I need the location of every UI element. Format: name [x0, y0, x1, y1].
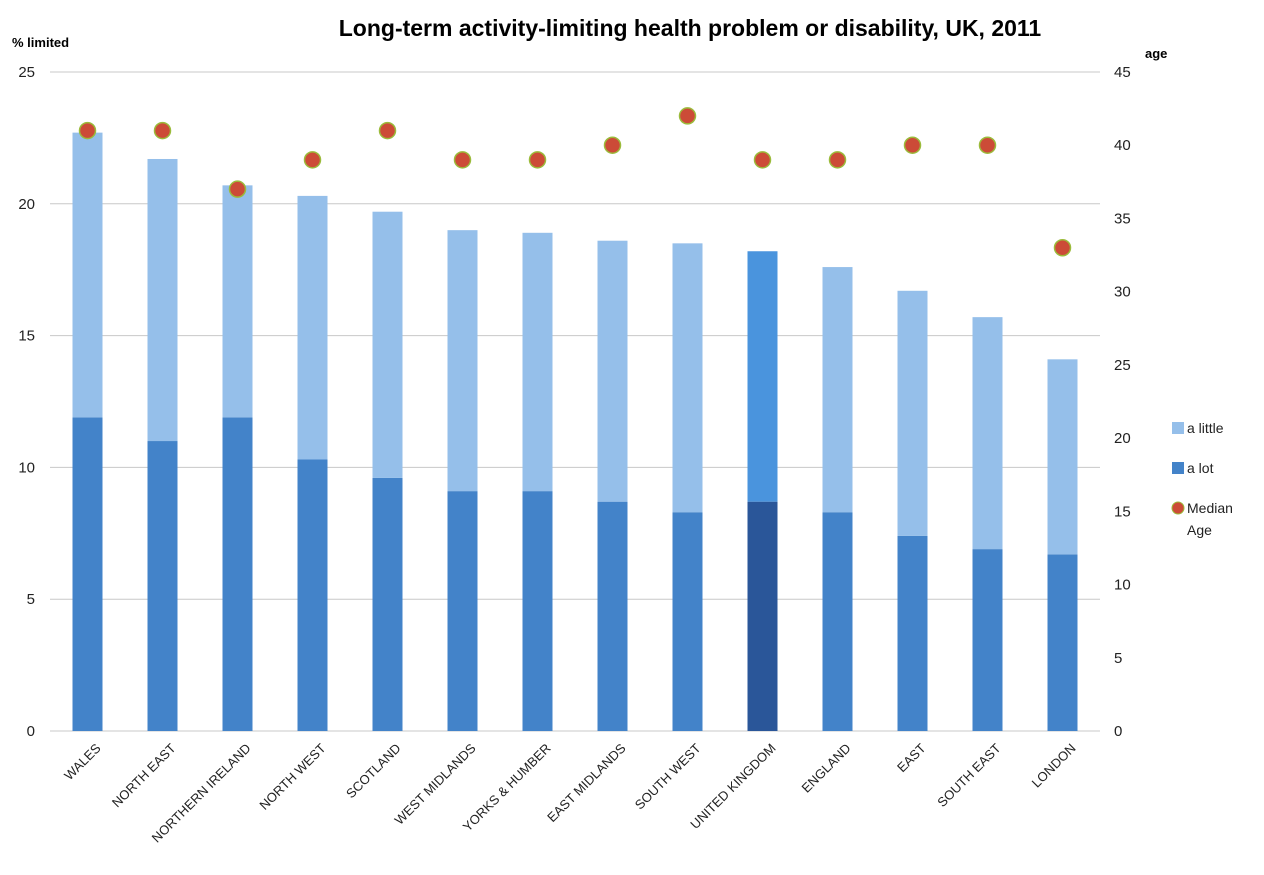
x-tick-label: EAST	[894, 740, 929, 775]
y-tick-label: 20	[18, 196, 35, 213]
legend-marker	[1171, 501, 1185, 515]
bar-a-little	[972, 317, 1003, 550]
bar-a-lot	[297, 459, 328, 731]
legend-swatch	[1172, 462, 1184, 474]
bar-a-little	[747, 251, 778, 502]
bar-a-lot	[747, 501, 778, 731]
y-tick-label: 0	[27, 723, 35, 740]
bar-a-lot	[597, 501, 628, 731]
bar-a-lot	[672, 512, 703, 731]
y2-tick-label: 0	[1114, 723, 1122, 740]
y2-axis-ticks: 0 5 10 15 20 25 30 35 40 45	[1114, 64, 1131, 740]
x-tick-label: SOUTH EAST	[934, 740, 1003, 809]
y2-axis-label: age	[1145, 46, 1167, 61]
median-age-point	[828, 151, 847, 169]
gridlines	[50, 71, 1100, 732]
median-age-point	[228, 180, 247, 198]
bar-a-little	[822, 267, 853, 513]
median-age-point	[903, 136, 922, 154]
bar-a-little	[372, 211, 403, 478]
x-tick-label: SCOTLAND	[343, 741, 404, 802]
y-axis-ticks: 0 5 10 15 20 25	[18, 64, 35, 740]
bar-a-lot	[72, 417, 103, 731]
bar-a-little	[447, 230, 478, 492]
bar-a-little	[1047, 359, 1078, 555]
median-age-points	[78, 107, 1072, 257]
bar-a-lot	[147, 441, 178, 731]
y2-tick-label: 40	[1114, 137, 1131, 154]
y2-tick-label: 25	[1114, 357, 1131, 374]
legend-label: a little	[1187, 420, 1224, 436]
y2-tick-label: 30	[1114, 284, 1131, 301]
x-tick-label: LONDON	[1029, 741, 1079, 791]
median-age-point	[453, 151, 472, 169]
median-age-point	[678, 107, 697, 125]
y-tick-label: 25	[18, 64, 35, 81]
median-age-point	[78, 121, 97, 140]
median-age-point	[378, 121, 397, 140]
y2-tick-label: 20	[1114, 430, 1131, 447]
bar-a-little	[147, 158, 178, 442]
x-tick-label: WALES	[61, 740, 104, 783]
median-age-point	[1053, 238, 1072, 257]
y2-tick-label: 35	[1114, 210, 1131, 227]
bar-a-lot	[972, 549, 1003, 731]
bar-a-little	[297, 195, 328, 460]
legend-label: a lot	[1187, 460, 1214, 476]
chart-title: Long-term activity-limiting health probl…	[339, 15, 1042, 41]
legend-label: Median Age	[1187, 500, 1233, 538]
bar-a-lot	[222, 417, 253, 731]
bar-a-lot	[897, 535, 928, 731]
median-age-point	[528, 151, 547, 169]
bar-a-lot	[522, 491, 553, 731]
x-tick-label: SOUTH WEST	[632, 740, 704, 812]
y2-tick-label: 10	[1114, 577, 1131, 594]
bar-a-lot	[447, 491, 478, 731]
legend: a little a lot Median Age	[1171, 420, 1233, 538]
bar-a-lot	[372, 477, 403, 731]
bar-a-little	[597, 240, 628, 502]
x-tick-label: WEST MIDLANDS	[392, 740, 479, 827]
median-age-point	[603, 136, 622, 154]
y2-tick-label: 15	[1114, 503, 1131, 520]
y2-tick-label: 45	[1114, 64, 1131, 81]
bar-a-little	[72, 132, 103, 418]
y-tick-label: 15	[18, 328, 35, 345]
y-tick-label: 10	[18, 459, 35, 476]
x-tick-label: NORTH EAST	[109, 740, 179, 810]
bar-a-little	[522, 232, 553, 492]
bar-series	[72, 132, 1078, 731]
median-age-point	[153, 121, 172, 140]
x-tick-label: UNITED KINGDOM	[687, 741, 778, 832]
bar-a-little	[672, 243, 703, 513]
y-axis-label: % limited	[12, 35, 69, 50]
median-age-point	[303, 151, 322, 169]
median-age-point	[753, 151, 772, 169]
y-tick-label: 5	[27, 591, 35, 608]
median-age-point	[978, 136, 997, 154]
y2-tick-label: 5	[1114, 650, 1122, 667]
bar-a-lot	[1047, 554, 1078, 731]
bar-a-little	[222, 185, 253, 418]
x-tick-label: EAST MIDLANDS	[544, 740, 629, 825]
bar-a-lot	[822, 512, 853, 731]
bar-a-little	[897, 290, 928, 536]
x-tick-label: NORTH WEST	[256, 740, 328, 812]
x-tick-label: ENGLAND	[799, 741, 854, 796]
legend-swatch	[1172, 422, 1184, 434]
